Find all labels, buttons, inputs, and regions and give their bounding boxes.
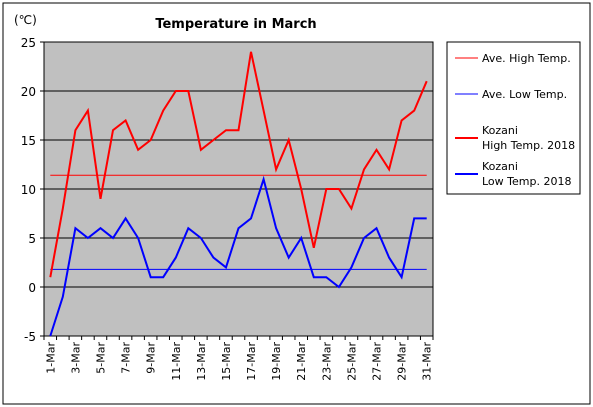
x-tick-label: 29-Mar — [396, 342, 409, 381]
legend-box — [446, 41, 581, 195]
x-axis: 1-Mar 3-Mar 5-Mar 7-Mar 9-Mar 11-Mar 13-Mar 15-… — [43, 336, 434, 381]
y-tick-label: 25 — [21, 36, 36, 50]
x-tick-label: 25-Mar — [345, 342, 358, 381]
x-tick-label: 3-Mar — [69, 342, 82, 374]
x-tick-label: 15-Mar — [220, 342, 233, 381]
legend-label: Low Temp. 2018 — [482, 175, 571, 188]
x-tick-label: 1-Mar — [44, 342, 57, 374]
series-lines — [49, 51, 428, 337]
chart-title: Temperature in March — [155, 17, 316, 32]
series-line — [49, 51, 428, 278]
y-tick-label: 5 — [28, 232, 36, 246]
y-tick-label: 20 — [21, 85, 36, 99]
x-tick-label: 23-Mar — [320, 342, 333, 381]
y-tick-label: 0 — [28, 281, 36, 295]
x-tick-label: 31-Mar — [421, 342, 434, 381]
gridlines — [44, 90, 433, 288]
y-axis: -5 0 5 10 15 20 25 — [21, 36, 44, 344]
legend-label: High Temp. 2018 — [482, 139, 575, 152]
y-tick-label: -5 — [24, 330, 36, 344]
x-tick-label: 19-Mar — [270, 342, 283, 381]
series-line — [49, 175, 427, 337]
x-tick-label: 9-Mar — [145, 342, 158, 374]
legend-label: Ave. High Temp. — [482, 52, 571, 65]
y-tick-label: 15 — [21, 134, 36, 148]
legend-label: Kozani — [482, 160, 518, 173]
legend-label: Ave. Low Temp. — [482, 88, 567, 101]
legend: Ave. High Temp. Ave. Low Temp. Kozani High … — [455, 52, 575, 188]
unit-label: (℃) — [14, 13, 37, 27]
x-tick-label: 21-Mar — [295, 342, 308, 381]
x-tick-label: 17-Mar — [245, 342, 258, 381]
x-tick-label: 5-Mar — [94, 342, 107, 374]
x-tick-label: 7-Mar — [120, 342, 133, 374]
x-tick-label: 13-Mar — [195, 342, 208, 381]
y-tick-label: 10 — [21, 183, 36, 197]
legend-label: Kozani — [482, 124, 518, 137]
x-tick-label: 11-Mar — [170, 342, 183, 381]
x-tick-label: 27-Mar — [371, 342, 384, 381]
